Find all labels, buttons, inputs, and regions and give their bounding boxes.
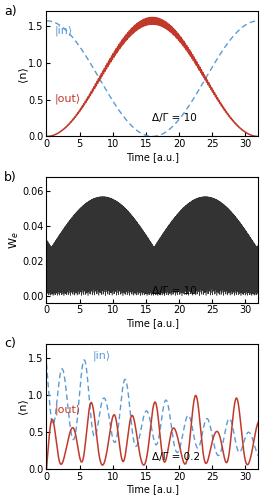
Text: Δ/Γ = 10: Δ/Γ = 10	[152, 114, 197, 124]
X-axis label: Time [a.u.]: Time [a.u.]	[126, 484, 179, 494]
X-axis label: Time [a.u.]: Time [a.u.]	[126, 318, 179, 328]
Y-axis label: ⟨n⟩: ⟨n⟩	[17, 66, 27, 82]
Text: |in⟩: |in⟩	[93, 350, 111, 361]
Text: c): c)	[4, 338, 16, 350]
Text: |out⟩: |out⟩	[55, 404, 81, 415]
Text: Δ/Γ = 10: Δ/Γ = 10	[152, 286, 197, 296]
Text: Δ/Γ = 0.2: Δ/Γ = 0.2	[152, 452, 201, 462]
Text: |out⟩: |out⟩	[55, 94, 81, 104]
X-axis label: Time [a.u.]: Time [a.u.]	[126, 152, 179, 162]
Y-axis label: ⟨n⟩: ⟨n⟩	[17, 398, 27, 414]
Text: |in⟩: |in⟩	[55, 26, 73, 36]
Text: a): a)	[4, 5, 17, 18]
Text: b): b)	[4, 171, 17, 184]
Y-axis label: W$_e$: W$_e$	[7, 232, 21, 249]
